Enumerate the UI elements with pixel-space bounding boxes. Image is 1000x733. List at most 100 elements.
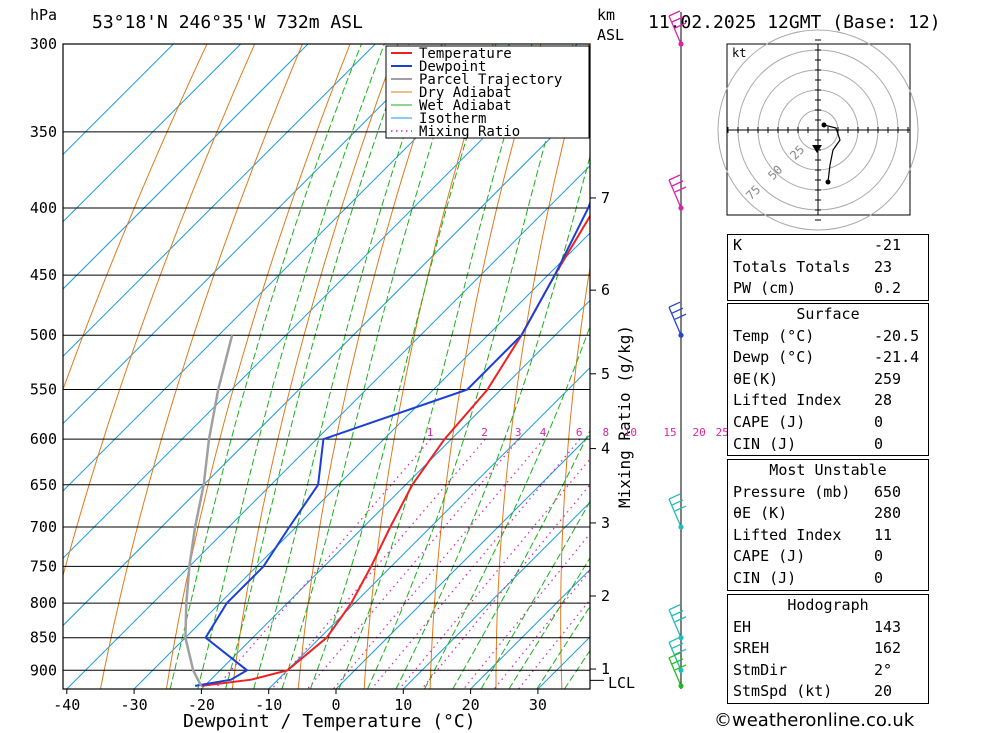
pressure-tick-label: 800 [30,594,57,612]
isotherm-line [470,568,590,689]
hodograph-table: Hodograph EH 143 SREH 162 StmDir 2° StmSpd … [727,594,929,704]
dry-adiabat-line [63,44,208,391]
stmdir-value: 2° [874,660,893,679]
wind-barb-feather [671,658,684,665]
isotherm-line [63,44,376,358]
wind-barb-feather [671,16,684,23]
hpa-unit-label: hPa [30,6,57,24]
dry-adiabat-line [429,44,542,689]
pw-value: 0.2 [874,279,902,298]
indices-table: K -21 Totals Totals 23 PW (cm) 0.2 [727,234,929,301]
mixing-ratio-label: 1 [427,426,434,439]
wet-adiabat-line [281,44,465,689]
wind-barb-feather [671,307,684,314]
dry-adiabat-line [363,44,494,689]
k-index-label: K [733,236,743,254]
mu-cape-value: 0 [874,547,884,566]
pressure-tick-label: 750 [30,557,57,575]
wind-barb-feather [671,610,684,617]
wind-barb-staff [668,609,682,638]
surface-title: Surface [796,305,860,323]
wet-adiabat-line [395,154,590,689]
wind-barb-feather [674,186,687,193]
isotherm-line [201,299,590,689]
stmspd-value: 20 [874,682,893,701]
plot-frame [62,43,591,690]
mixing-ratio-line [271,438,486,689]
dry-adiabat-line [495,44,590,689]
eh-value: 143 [874,617,902,636]
stmspd-label: StmSpd (kt) [733,682,833,701]
pressure-tick-label: 450 [30,266,57,284]
height-tick-label: 3 [601,514,610,532]
surface-theta-label: θE(K) [733,369,779,388]
hodograph-unit: kt [732,46,746,60]
wind-barb-feather [668,174,681,181]
mixing-ratio-line [518,598,590,689]
eh-label: EH [733,617,752,636]
sreh-value: 162 [874,639,902,658]
pw-label: PW (cm) [733,279,797,298]
surface-dewp-value: -21.4 [874,348,920,367]
legend-mixing-ratio: Mixing Ratio [419,124,520,140]
dry-adiabat-line [297,44,446,689]
hodograph-table-title: Hodograph [787,596,869,614]
height-tick-label: 5 [601,365,610,383]
wind-barb-feather [668,301,681,308]
chart-axes: 300350400450500550600650700750800850900-… [30,35,610,714]
date-title: 11.02.2025 12GMT (Base: 12) [648,12,941,33]
mu-theta-value: 280 [874,504,902,523]
copyright-link[interactable]: ©weatheronline.co.uk [714,710,915,731]
mixing-ratio-label: 20 [693,426,706,439]
wind-barb-feather [668,604,681,611]
isotherm-line [63,44,309,290]
mixing-ratio-label: 25 [716,426,729,439]
pressure-tick-label: 350 [30,123,57,141]
wind-level-dot [678,635,684,641]
hodograph-end-dot [825,179,831,185]
pressure-tick-label: 300 [30,35,57,53]
wet-adiabat-line [225,44,410,689]
isotherm-line [66,165,590,689]
mu-pressure-label: Pressure (mb) [733,482,851,501]
legend-wet-adiabat: Wet Adiabat [419,98,512,114]
x-tick-label: 20 [462,696,480,714]
wind-barb [668,10,687,45]
height-tick-label: 7 [601,189,610,207]
wet-adiabat-line [508,556,590,689]
wind-barb-staff [668,498,682,528]
mixing-ratio-line [214,438,432,689]
pressure-tick-label: 650 [30,476,57,494]
wind-barb-feather [674,313,687,320]
legend: Temperature Dewpoint Parcel Trajectory D… [385,45,590,140]
x-tick-label: 10 [394,696,412,714]
wind-barb-feather [668,652,681,659]
wind-barb-feather [668,636,681,643]
isotherm-line [63,97,590,627]
pressure-tick-label: 500 [30,326,57,344]
surface-cape-label: CAPE (J) [733,412,806,431]
mixing-ratio-label: 6 [576,426,583,439]
k-index-value: -21 [874,236,902,254]
x-tick-label: 30 [529,696,547,714]
km-unit-label: km [597,6,615,24]
mu-cin-value: 0 [874,568,884,587]
wind-barb-staff [668,642,682,671]
most-unstable-table: Most Unstable Pressure (mb) 650 θE (K) 280… [727,459,929,591]
sreh-label: SREH [733,639,770,658]
totals-totals-value: 23 [874,257,893,276]
wet-adiabat-line [197,44,385,689]
wind-barb-staff [668,306,682,336]
wind-barb-feather [668,10,681,17]
parcel-trajectory-line [184,334,234,687]
pressure-tick-label: 700 [30,518,57,536]
pressure-tick-label: 900 [30,661,57,679]
mixing-ratio-label: 10 [624,426,637,439]
stmdir-label: StmDir [733,660,788,679]
isotherm-line [63,44,443,425]
wind-barb-feather [671,180,684,187]
mixing-ratio-label: 4 [540,426,547,439]
wind-barb-feather [674,505,687,512]
wind-barb [668,652,687,687]
